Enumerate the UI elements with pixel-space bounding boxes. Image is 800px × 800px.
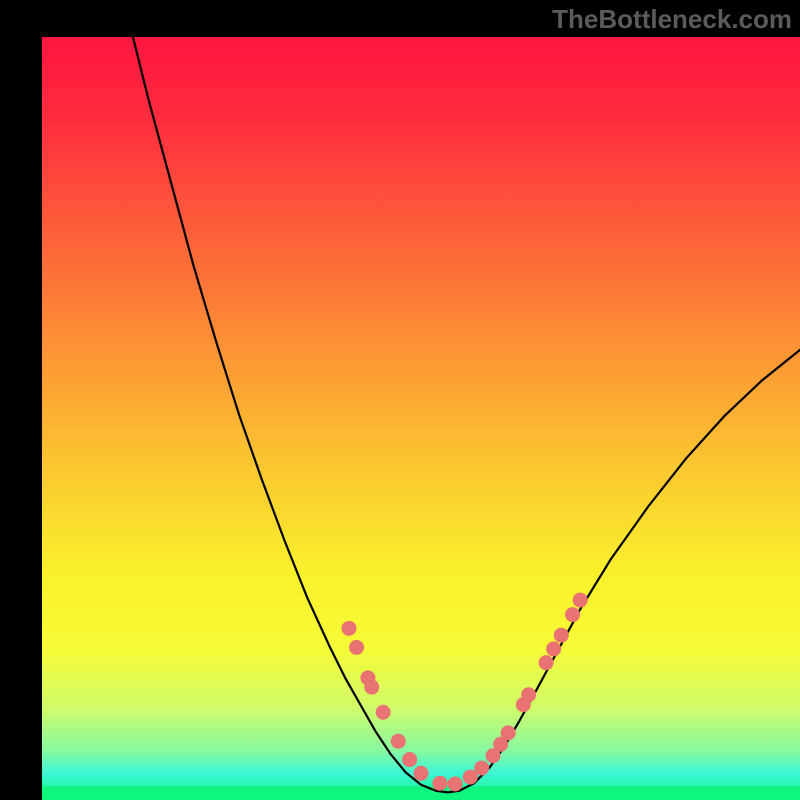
curve-marker	[342, 621, 356, 635]
bottom-band	[42, 786, 800, 800]
curve-marker	[539, 656, 553, 670]
curve-marker	[463, 770, 477, 784]
curve-marker	[554, 628, 568, 642]
curve-marker	[414, 766, 428, 780]
plot-svg	[42, 37, 800, 800]
curve-marker	[376, 705, 390, 719]
curve-marker	[433, 776, 447, 790]
curve-marker	[391, 734, 405, 748]
curve-marker	[573, 593, 587, 607]
curve-marker	[566, 608, 580, 622]
curve-marker	[448, 777, 462, 791]
curve-marker	[403, 753, 417, 767]
gradient-background	[42, 37, 800, 800]
curve-marker	[475, 761, 489, 775]
curve-marker	[547, 642, 561, 656]
chart-stage: TheBottleneck.com	[0, 0, 800, 800]
curve-marker	[522, 688, 536, 702]
watermark-text: TheBottleneck.com	[552, 4, 792, 35]
bottleneck-curve-chart	[42, 37, 800, 800]
curve-marker	[365, 680, 379, 694]
curve-marker	[350, 640, 364, 654]
curve-marker	[501, 726, 515, 740]
